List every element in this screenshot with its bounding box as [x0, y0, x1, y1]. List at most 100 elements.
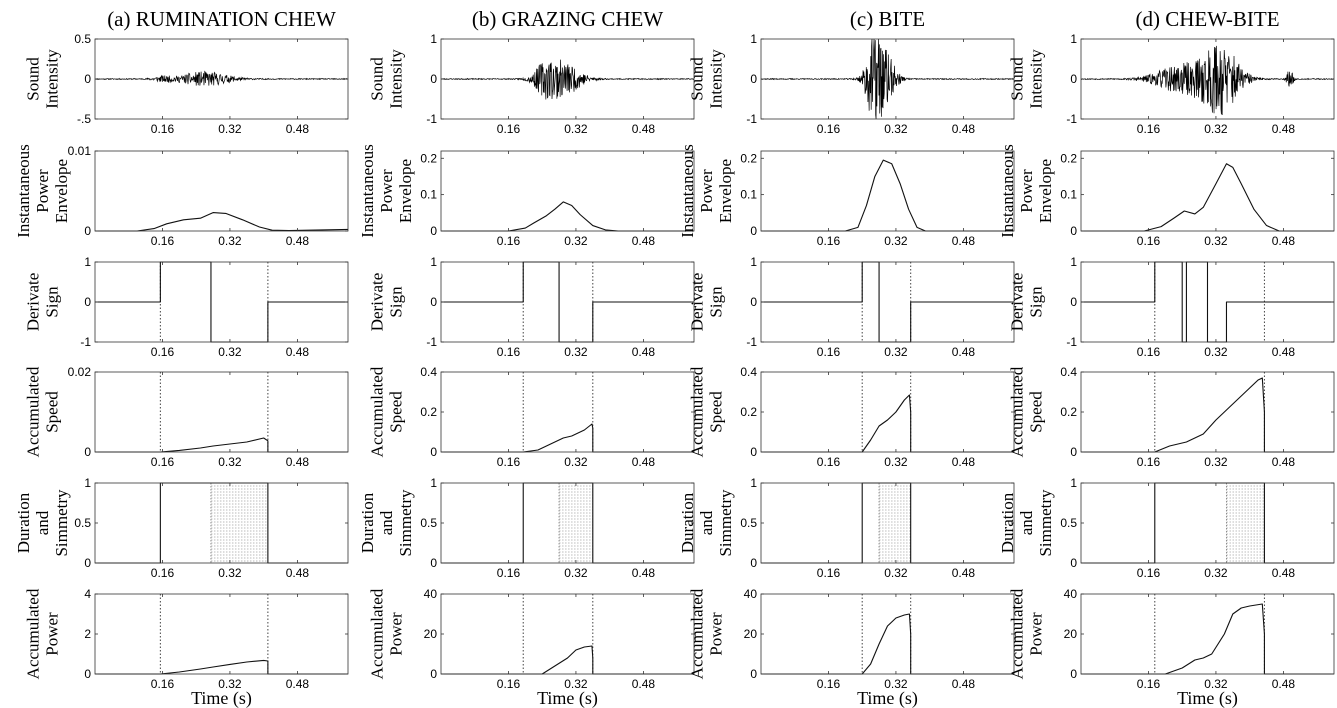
y-tick-label: 0.4	[1060, 365, 1077, 379]
y-tick-label: 0	[84, 445, 91, 459]
row-label-line: Power	[707, 612, 726, 656]
x-tick-label: 0.48	[952, 345, 976, 359]
x-tick-label: 0.16	[1137, 122, 1161, 136]
x-tick-label: 0.16	[497, 455, 521, 469]
y-tick-label: 40	[1064, 587, 1078, 601]
row-label-line: Speed	[387, 391, 406, 433]
y-tick-label: 0	[84, 556, 91, 570]
y-tick-label: -.5	[77, 112, 91, 126]
x-tick-label: 0.48	[1272, 122, 1296, 136]
x-tick-label: 0.48	[286, 234, 310, 248]
row-label-line: Simmetry	[1036, 489, 1055, 557]
row-label-line: Sign	[1027, 286, 1046, 318]
x-tick-label: 0.32	[884, 455, 908, 469]
y-tick-label: 0.4	[740, 365, 757, 379]
series-line	[1081, 261, 1334, 343]
row-label-line: Duration	[678, 492, 697, 553]
x-tick-label: 0.48	[952, 677, 976, 691]
y-tick-label: 0.2	[1060, 151, 1077, 165]
x-tick-label: 0.16	[1137, 566, 1161, 580]
y-tick-label: 0	[430, 445, 437, 459]
y-tick-label: -1	[426, 112, 437, 126]
x-tick-label: 0.16	[497, 345, 521, 359]
row-label: Derivate Sign	[368, 273, 406, 332]
x-tick-label: 0.48	[632, 455, 656, 469]
axes-box	[1080, 482, 1335, 564]
series-line	[761, 613, 1014, 675]
y-tick-label: 0.2	[1060, 405, 1077, 419]
x-tick-label: 0.32	[1204, 122, 1228, 136]
y-tick-label: 0.2	[740, 405, 757, 419]
series-line	[95, 261, 348, 343]
y-tick-label: 0	[430, 667, 437, 681]
series-line	[1081, 163, 1334, 232]
row-label-line: Speed	[1027, 391, 1046, 433]
x-tick-label: 0.32	[218, 345, 242, 359]
column-title: (d) CHEW-BITE	[1135, 7, 1279, 31]
x-tick-label: 0.48	[632, 677, 656, 691]
y-tick-label: 0.02	[68, 365, 92, 379]
y-tick-label: 1	[84, 255, 91, 269]
y-tick-label: 0	[430, 72, 437, 86]
series-line	[95, 659, 348, 675]
row-label-line: Derivate	[368, 273, 387, 332]
x-tick-label: 0.16	[497, 677, 521, 691]
y-tick-label: 4	[84, 587, 91, 601]
series-line	[95, 482, 348, 564]
row-label-line: Accumulated	[24, 588, 43, 679]
row-label-line: Derivate	[1008, 273, 1027, 332]
row-label-line: and	[1017, 510, 1036, 535]
row-label-line: Simmetry	[52, 489, 71, 557]
column-title: (c) BITE	[850, 7, 925, 31]
row-label-line: Accumulated	[368, 588, 387, 679]
x-tick-label: 0.48	[1272, 234, 1296, 248]
x-tick-label: 0.32	[564, 677, 588, 691]
x-tick-label: 0.48	[632, 345, 656, 359]
y-tick-label: -1	[1066, 112, 1077, 126]
series-line	[95, 437, 348, 453]
y-tick-label: 2	[84, 627, 91, 641]
row-label-line: Power	[1027, 612, 1046, 656]
y-tick-label: 0	[1070, 224, 1077, 238]
x-axis-label: Time (s)	[191, 688, 252, 708]
x-tick-label: 0.32	[1204, 234, 1228, 248]
y-tick-label: 1	[430, 255, 437, 269]
series-line	[761, 482, 1014, 564]
x-tick-label: 0.16	[817, 677, 841, 691]
row-label-line: and	[33, 510, 52, 535]
y-tick-label: 40	[744, 587, 758, 601]
x-tick-label: 0.32	[218, 122, 242, 136]
row-label-line: Instantaneous	[358, 144, 377, 237]
x-tick-label: 0.16	[1137, 234, 1161, 248]
axes-box	[440, 150, 695, 232]
row-label-line: Intensity	[1027, 49, 1046, 109]
axes-box	[94, 482, 349, 564]
y-tick-label: 1	[1070, 255, 1077, 269]
row-label: Instantaneous Power Envelope	[358, 144, 415, 237]
x-tick-label: 0.16	[1137, 455, 1161, 469]
y-tick-label: 0	[750, 295, 757, 309]
row-label-line: Sound	[688, 57, 707, 101]
series-line	[441, 201, 694, 232]
y-tick-label: 0.2	[420, 151, 437, 165]
row-label: Duration and Simmetry	[14, 489, 71, 557]
x-tick-label: 0.48	[952, 455, 976, 469]
y-tick-label: 1	[1070, 32, 1077, 46]
y-tick-label: 0	[430, 556, 437, 570]
sound-waveform	[760, 38, 1015, 120]
x-tick-label: 0.32	[884, 122, 908, 136]
y-tick-label: 0	[84, 224, 91, 238]
y-tick-label: 0.01	[68, 144, 92, 158]
axes-box	[760, 482, 1015, 564]
y-tick-label: 0.5	[1060, 516, 1077, 530]
row-label-line: Sound	[1008, 57, 1027, 101]
row-label-line: Instantaneous	[14, 144, 33, 237]
series-line	[1081, 377, 1334, 453]
x-tick-label: 0.16	[817, 234, 841, 248]
series-line	[761, 394, 1014, 453]
y-tick-label: 0	[750, 72, 757, 86]
row-label-line: Sign	[43, 286, 62, 318]
x-tick-label: 0.32	[1204, 566, 1228, 580]
sound-waveform	[94, 70, 349, 86]
